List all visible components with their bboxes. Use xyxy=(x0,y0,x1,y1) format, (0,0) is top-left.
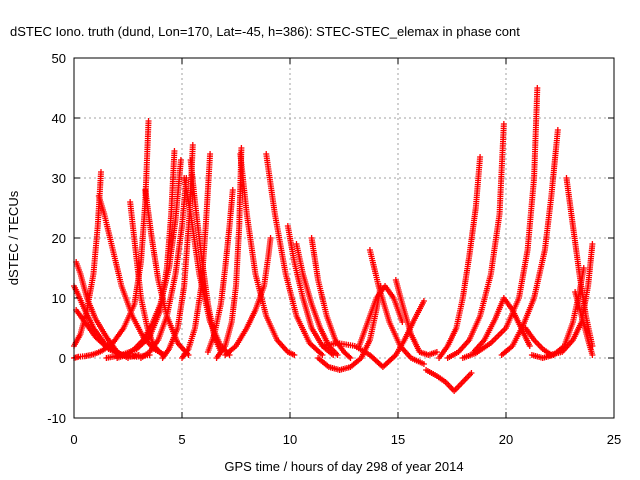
x-tick-labels: 0 5 10 15 20 25 xyxy=(70,432,621,447)
x-tick-label: 15 xyxy=(391,432,405,447)
data-point-marker xyxy=(554,127,561,133)
data-series xyxy=(73,259,131,361)
data-point-marker xyxy=(291,352,298,358)
data-points xyxy=(71,85,596,394)
data-series xyxy=(498,127,561,358)
data-point-marker xyxy=(171,148,178,154)
data-point-marker xyxy=(145,118,152,124)
data-point-marker xyxy=(229,187,236,193)
data-series xyxy=(546,241,596,358)
x-tick-label: 20 xyxy=(499,432,513,447)
data-point-marker xyxy=(580,265,587,271)
x-axis-label: GPS time / hours of day 298 of year 2014 xyxy=(224,459,463,474)
x-tick-label: 25 xyxy=(607,432,621,447)
y-tick-label: 30 xyxy=(52,171,66,186)
data-series xyxy=(366,247,427,367)
data-point-marker xyxy=(420,361,427,367)
data-point-marker xyxy=(526,343,533,349)
data-point-marker xyxy=(267,235,274,241)
data-point-marker xyxy=(319,352,326,358)
data-series xyxy=(237,151,298,358)
grid xyxy=(74,58,614,418)
data-point-marker xyxy=(346,353,353,360)
y-tick-label: 20 xyxy=(52,231,66,246)
data-series xyxy=(73,307,153,360)
data-series xyxy=(444,121,507,361)
data-point-marker xyxy=(477,154,484,160)
data-series xyxy=(103,148,178,361)
data-series xyxy=(222,235,274,358)
data-series xyxy=(356,283,406,349)
data-series xyxy=(572,289,596,358)
data-point-marker xyxy=(347,355,354,361)
data-point-marker xyxy=(98,169,104,175)
data-series xyxy=(204,187,236,355)
data-point-marker xyxy=(189,142,196,148)
data-series xyxy=(528,265,587,361)
x-tick-label: 0 xyxy=(70,432,77,447)
data-point-marker xyxy=(433,349,440,355)
data-point-marker xyxy=(399,319,406,325)
data-series xyxy=(459,85,541,361)
data-series xyxy=(293,241,341,358)
data-point-marker xyxy=(589,352,596,358)
data-point-marker xyxy=(500,121,507,127)
data-point-marker xyxy=(207,151,214,157)
data-series xyxy=(95,193,168,358)
data-series xyxy=(319,298,427,370)
data-point-marker xyxy=(420,298,427,304)
data-point-marker xyxy=(238,145,245,151)
data-point-marker xyxy=(177,157,184,163)
x-tick-label: 5 xyxy=(178,432,185,447)
y-tick-label: -10 xyxy=(47,411,66,426)
plot-frame xyxy=(73,57,615,419)
data-point-marker xyxy=(589,241,596,247)
chart-title: dSTEC Iono. truth (dund, Lon=170, Lat=-4… xyxy=(10,24,520,39)
data-series xyxy=(213,145,245,361)
data-point-marker xyxy=(534,85,541,91)
data-series xyxy=(436,154,484,361)
y-tick-label: 40 xyxy=(52,111,66,126)
data-point-marker xyxy=(468,370,475,376)
data-series xyxy=(263,151,326,358)
data-point-marker xyxy=(548,352,555,358)
data-point-marker xyxy=(334,352,341,358)
y-tick-label: 10 xyxy=(52,291,66,306)
y-tick-label: 50 xyxy=(52,51,66,66)
data-series xyxy=(522,325,555,358)
data-series xyxy=(137,175,190,361)
data-series xyxy=(423,367,475,394)
x-tick-label: 10 xyxy=(283,432,297,447)
y-tick-label: 0 xyxy=(59,351,66,366)
y-axis-label: dSTEC / TECUs xyxy=(6,190,21,285)
y-tick-labels: -10 0 10 20 30 40 50 xyxy=(47,51,66,426)
